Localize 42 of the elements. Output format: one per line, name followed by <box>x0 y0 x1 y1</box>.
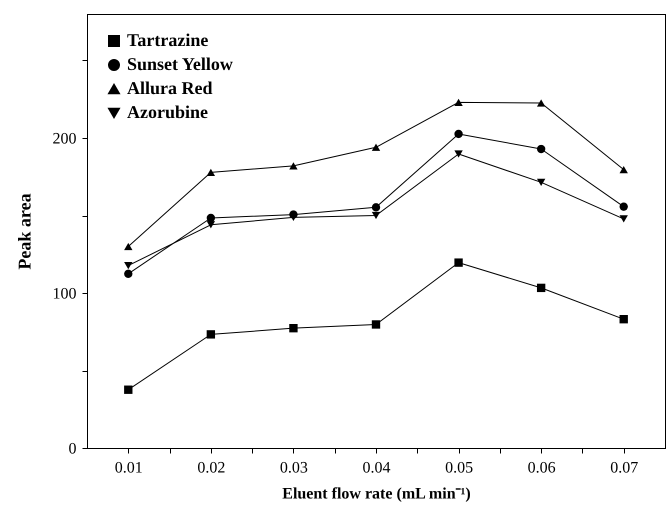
point <box>536 144 546 154</box>
point <box>372 320 380 329</box>
point <box>620 166 628 174</box>
y-axis-title: Peak area <box>14 193 34 270</box>
x-tick-label: 0.01 <box>114 460 143 476</box>
x-tick-label: 0.02 <box>197 460 226 476</box>
legend-label: Tartrazine <box>127 30 208 50</box>
point <box>454 98 463 106</box>
point <box>536 178 546 186</box>
x-tick-label: 0.05 <box>445 460 474 476</box>
point <box>454 258 463 267</box>
point <box>289 324 298 332</box>
point <box>124 262 132 270</box>
point <box>372 212 380 220</box>
x-axis-title: Eluent flow rate (mL min⁻¹) <box>282 486 471 502</box>
y-tick-label: 0 <box>68 440 76 458</box>
point <box>124 386 132 394</box>
legend-label: Allura Red <box>127 78 212 98</box>
y-tick-label: 100 <box>52 286 76 302</box>
point <box>536 99 546 107</box>
legend-label: Azorubine <box>127 102 208 122</box>
point <box>206 168 216 176</box>
x-tick-label: 0.03 <box>280 460 308 476</box>
point <box>454 150 463 158</box>
point <box>124 242 132 250</box>
point <box>206 330 216 339</box>
point <box>620 215 628 223</box>
x-tick-label: 0.04 <box>362 460 390 476</box>
legend-label: Sunset Yellow <box>127 54 233 74</box>
point <box>372 144 380 151</box>
y-tick-label: 200 <box>52 130 76 148</box>
x-tick-label: 0.07 <box>610 460 638 476</box>
x-tick-label: 0.06 <box>528 460 556 476</box>
point <box>124 270 132 278</box>
point <box>289 162 298 170</box>
point <box>372 203 380 212</box>
point <box>620 202 628 211</box>
point <box>536 284 546 292</box>
point <box>454 130 463 138</box>
point <box>289 210 298 219</box>
point <box>620 315 628 324</box>
point <box>206 214 216 222</box>
